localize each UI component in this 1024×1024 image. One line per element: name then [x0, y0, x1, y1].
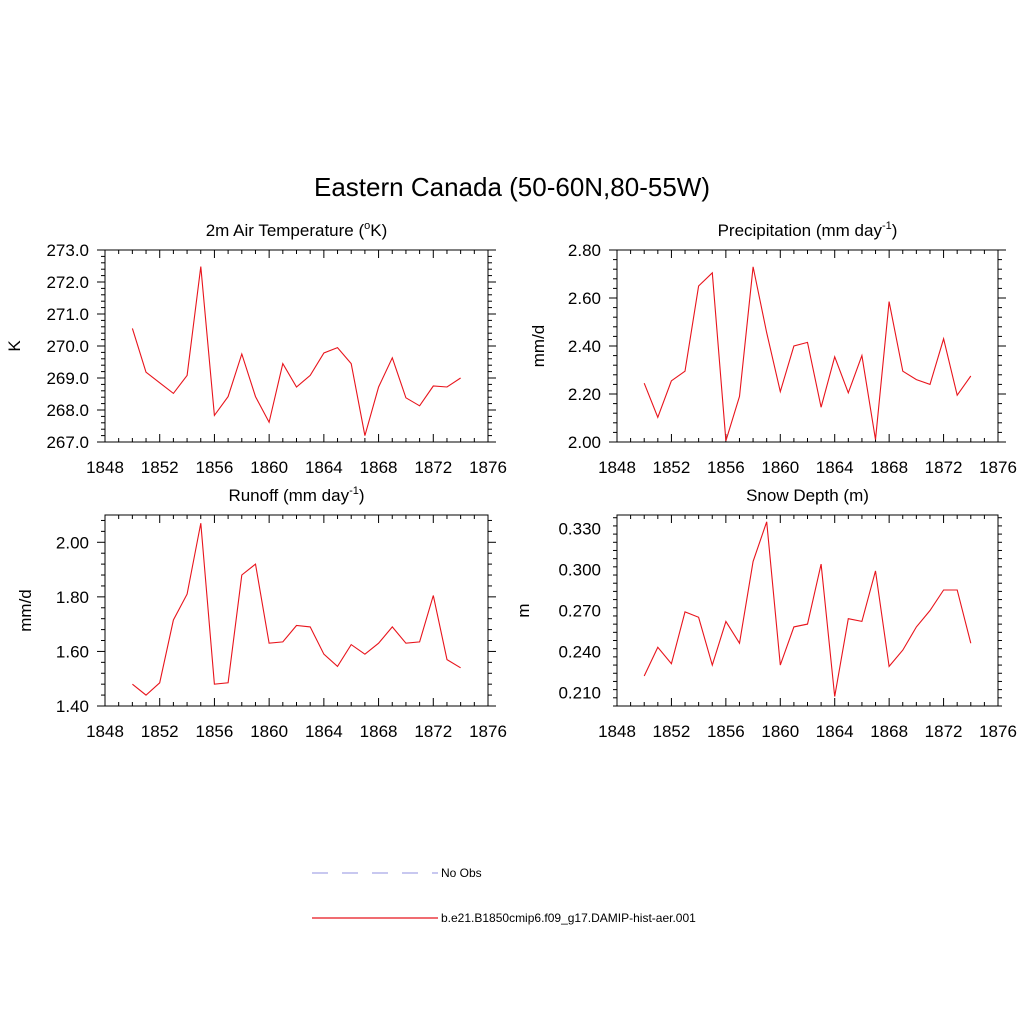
plot-frame: [104, 514, 489, 707]
panel-title: 2m Air Temperature (oK): [206, 220, 388, 240]
y-tick-label: 273.0: [46, 241, 89, 260]
x-tick-label: 1856: [707, 722, 745, 741]
y-tick-label: 2.80: [568, 241, 601, 260]
x-tick-label: 1864: [816, 458, 854, 477]
panel-title-main: Snow Depth (m): [746, 486, 869, 505]
panel-title: Precipitation (mm day-1): [718, 220, 898, 240]
y-tick-label: 269.0: [46, 369, 89, 388]
panel-runoff: Runoff (mm day-1) 1848 1852 1856 1860 1864 186…: [16, 485, 507, 741]
x-tick-label: 1848: [598, 722, 636, 741]
y-axis-label: mm/d: [529, 325, 548, 368]
panel-snow-depth: Snow Depth (m) 1848 1852 1856 1860 1864 1868 18…: [514, 486, 1017, 741]
x-tick-label: 1864: [305, 458, 343, 477]
y-tick-label: 2.00: [568, 433, 601, 452]
y-axis-label: m: [514, 603, 533, 617]
x-tick-label: 1852: [653, 458, 691, 477]
y-tick-label: 0.210: [558, 683, 601, 702]
x-tick-label: 1872: [414, 722, 452, 741]
legend-model-label: b.e21.B1850cmip6.f09_g17.DAMIP-hist-aer.…: [441, 911, 696, 925]
y-tick-label: 272.0: [46, 273, 89, 292]
y-tick-label: 0.240: [558, 642, 601, 661]
x-tick-label: 1860: [250, 458, 288, 477]
x-tick-label: 1868: [870, 722, 908, 741]
x-tick-label: 1860: [761, 458, 799, 477]
x-tick-label: 1864: [305, 722, 343, 741]
x-tick-label: 1848: [86, 458, 124, 477]
panel-title-end: K): [370, 221, 387, 240]
panel-title-superscript: -1: [349, 485, 359, 497]
y-tick-label: 270.0: [46, 337, 89, 356]
x-tick-label: 1872: [414, 458, 452, 477]
x-tick-label: 1876: [979, 458, 1017, 477]
y-tick-label: 0.270: [558, 602, 601, 621]
x-tick-label: 1852: [141, 722, 179, 741]
x-tick-label: 1872: [925, 458, 963, 477]
panel-title-end: ): [359, 486, 365, 505]
x-tick-label: 1852: [141, 458, 179, 477]
y-tick-label: 267.0: [46, 433, 89, 452]
y-tick-label: 271.0: [46, 305, 89, 324]
y-tick-label: 1.40: [56, 697, 89, 716]
figure-title: Eastern Canada (50-60N,80-55W): [314, 172, 710, 202]
x-tick-label: 1848: [86, 722, 124, 741]
series-line: [132, 523, 461, 696]
y-tick-label: 2.40: [568, 337, 601, 356]
series-line: [643, 266, 972, 441]
x-tick-label: 1876: [469, 458, 507, 477]
y-tick-label: 1.60: [56, 642, 89, 661]
y-tick-label: 0.330: [558, 520, 601, 539]
x-tick-label: 1848: [598, 458, 636, 477]
x-tick-label: 1856: [196, 458, 234, 477]
y-tick-label: 1.80: [56, 588, 89, 607]
panel-title-superscript: -1: [882, 220, 892, 232]
legend-obs-label: No Obs: [441, 866, 482, 880]
y-tick-label: 268.0: [46, 401, 89, 420]
panel-title: Snow Depth (m): [746, 486, 869, 505]
plot-frame: [616, 249, 999, 443]
panel-title-main: Runoff (mm day: [228, 486, 349, 505]
plot-frame: [616, 514, 999, 707]
legend: No Obs b.e21.B1850cmip6.f09_g17.DAMIP-hi…: [312, 866, 696, 925]
x-tick-label: 1856: [707, 458, 745, 477]
y-tick-label: 2.20: [568, 385, 601, 404]
panel-title-end: ): [892, 221, 898, 240]
x-tick-label: 1868: [360, 458, 398, 477]
y-tick-label: 2.60: [568, 289, 601, 308]
panel-air-temperature: 2m Air Temperature (oK) 1848 1852 1856 1860 1…: [5, 220, 507, 477]
x-tick-label: 1864: [816, 722, 854, 741]
x-tick-label: 1876: [469, 722, 507, 741]
panel-title-main: 2m Air Temperature (: [206, 221, 365, 240]
x-tick-label: 1860: [761, 722, 799, 741]
panel-precipitation: Precipitation (mm day-1) 1848 1852 1856 1860…: [529, 220, 1017, 477]
x-tick-label: 1860: [250, 722, 288, 741]
panel-title: Runoff (mm day-1): [228, 485, 364, 505]
x-tick-label: 1876: [979, 722, 1017, 741]
panel-title-superscript: o: [364, 220, 370, 232]
x-tick-label: 1872: [925, 722, 963, 741]
x-tick-label: 1868: [870, 458, 908, 477]
series-line: [643, 521, 972, 697]
series-line: [131, 266, 461, 436]
y-axis-label: mm/d: [16, 589, 35, 632]
plot-frame: [104, 249, 489, 443]
x-tick-label: 1868: [360, 722, 398, 741]
y-tick-label: 0.300: [558, 561, 601, 580]
x-tick-label: 1856: [196, 722, 234, 741]
y-axis-label: K: [5, 340, 24, 352]
panel-title-main: Precipitation (mm day: [718, 221, 883, 240]
x-tick-label: 1852: [653, 722, 691, 741]
y-tick-label: 2.00: [56, 533, 89, 552]
